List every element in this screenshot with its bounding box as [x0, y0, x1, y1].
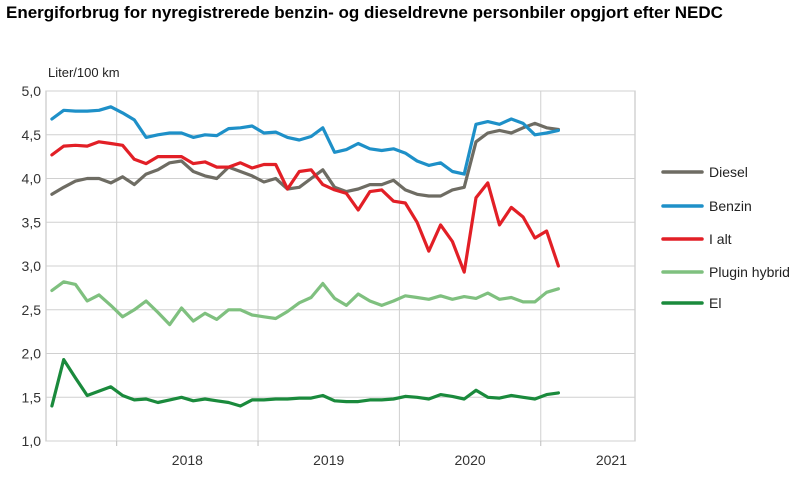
x-tick-label: 2018 — [172, 452, 203, 468]
y-tick-label: 2,0 — [22, 346, 42, 362]
legend-label: Diesel — [709, 164, 748, 180]
series-lines — [50, 105, 560, 408]
chart-title: Energiforbrug for nyregistrerede benzin-… — [6, 3, 723, 22]
y-tick-label: 2,5 — [22, 302, 42, 318]
series-line-i-alt — [50, 140, 560, 274]
y-tick-label: 1,5 — [22, 389, 42, 405]
y-tick-label: 3,5 — [22, 214, 42, 230]
y-tick-label: 4,0 — [22, 171, 42, 187]
y-tick-label: 4,5 — [22, 127, 42, 143]
series-line-diesel — [50, 121, 560, 198]
x-tick-labels: 2018 2019 2020 2021 — [172, 452, 627, 468]
series-line-el — [50, 358, 560, 408]
y-tick-labels: 5,0 4,5 4,0 3,5 3,0 2,5 2,0 1,5 1,0 — [22, 83, 42, 449]
y-tick-label: 3,0 — [22, 258, 42, 274]
x-tick-label: 2019 — [313, 452, 344, 468]
series-line-benzin — [50, 105, 560, 176]
y-axis-label: Liter/100 km — [48, 65, 120, 80]
series-line-plugin-hybrid — [50, 280, 560, 327]
grid-lines — [45, 90, 636, 446]
legend-label: El — [709, 295, 721, 311]
y-tick-label: 5,0 — [22, 83, 42, 99]
x-tick-label: 2021 — [596, 452, 627, 468]
legend-label: I alt — [709, 231, 732, 247]
legend: Diesel Benzin I alt Plugin hybrid El — [661, 164, 790, 311]
x-tick-label: 2020 — [455, 452, 486, 468]
y-tick-label: 1,0 — [22, 433, 42, 449]
legend-label: Benzin — [709, 198, 752, 214]
legend-label: Plugin hybrid — [709, 264, 790, 280]
